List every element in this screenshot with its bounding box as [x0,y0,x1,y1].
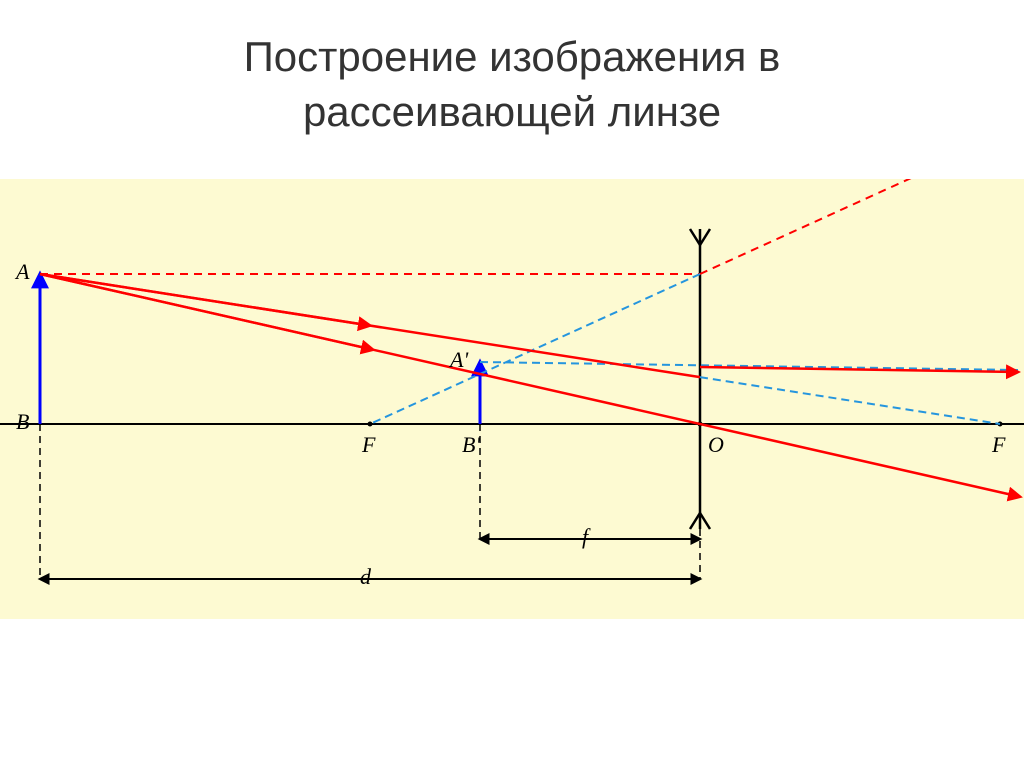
label-A: A [16,259,29,285]
slide-title: Построение изображения в рассеивающей ли… [0,0,1024,139]
lens-diagram: A B A' B' F F O d f [0,179,1024,619]
label-F-left: F [362,432,375,458]
label-O: O [708,432,724,458]
label-B: B [16,409,29,435]
diagram-svg [0,179,1024,619]
label-f: f [582,524,588,550]
label-Bp: B' [462,432,480,458]
label-d: d [360,564,371,590]
title-line-2: рассеивающей линзе [0,85,1024,140]
label-Ap: A' [450,347,468,373]
label-F-right: F [992,432,1005,458]
title-line-1: Построение изображения в [0,30,1024,85]
